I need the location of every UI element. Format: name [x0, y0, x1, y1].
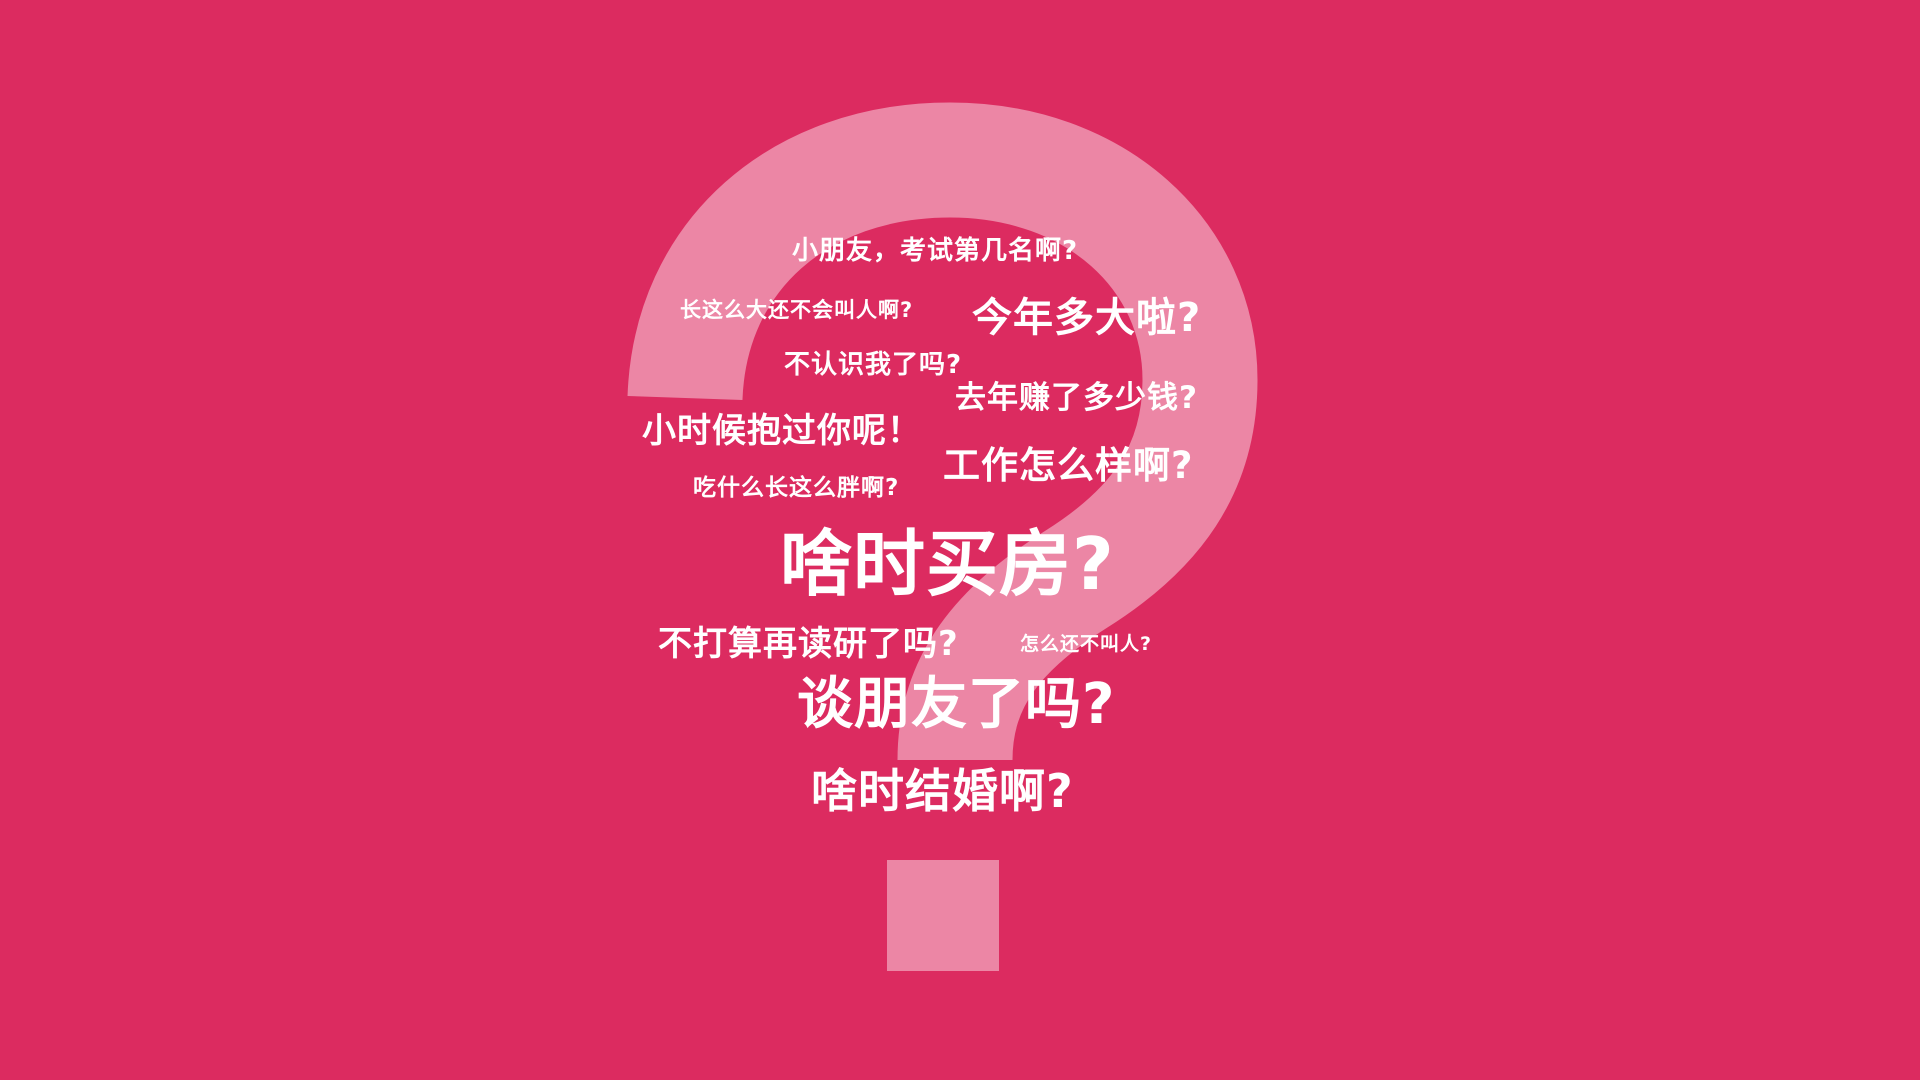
question-mark-dot [887, 860, 999, 971]
question-earnings: 去年赚了多少钱? [955, 380, 1198, 416]
question-age: 今年多大啦? [972, 295, 1202, 341]
question-grad-school: 不打算再读研了吗? [658, 624, 959, 664]
question-exam-rank: 小朋友，考试第几名啊? [792, 236, 1079, 266]
question-mark-hook [627, 102, 1258, 762]
question-call-people: 长这么大还不会叫人啊? [680, 298, 914, 322]
question-work: 工作怎么样啊? [943, 444, 1194, 487]
question-marriage: 啥时结婚啊? [811, 764, 1074, 818]
question-held-you: 小时候抱过你呢！ [642, 411, 922, 451]
question-recognize-me: 不认识我了吗? [784, 350, 963, 380]
question-buy-house: 啥时买房? [780, 522, 1115, 606]
question-dating: 谈朋友了吗? [797, 672, 1116, 737]
question-weight: 吃什么长这么胖啊? [693, 475, 900, 501]
question-still-not-call: 怎么还不叫人? [1020, 633, 1153, 655]
